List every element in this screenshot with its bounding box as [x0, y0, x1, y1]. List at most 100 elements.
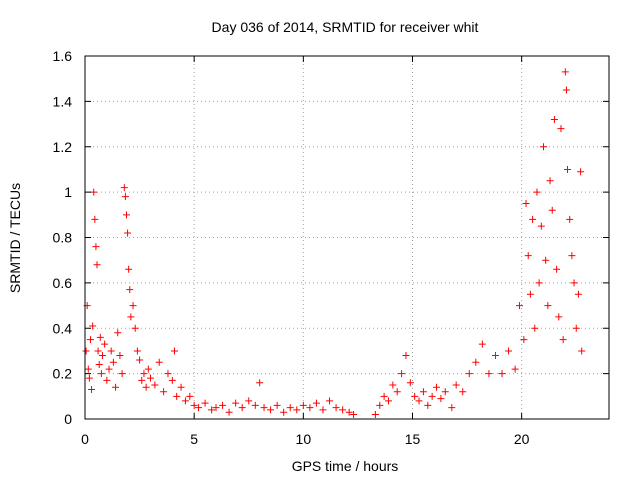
- data-point: [256, 379, 264, 387]
- data-point: [122, 211, 130, 219]
- y-tick-label: 0: [64, 411, 72, 427]
- data-point: [505, 347, 513, 355]
- data-point: [168, 376, 176, 384]
- data-point: [101, 340, 109, 348]
- data-point: [260, 404, 268, 412]
- data-point: [546, 177, 554, 185]
- data-point: [524, 252, 532, 260]
- data-point: [332, 404, 340, 412]
- data-point: [273, 401, 281, 409]
- data-point: [419, 388, 427, 396]
- data-point: [95, 361, 103, 369]
- data-point: [406, 379, 414, 387]
- data-point: [531, 324, 539, 332]
- data-point: [136, 356, 144, 364]
- data-point: [572, 324, 580, 332]
- data-point: [402, 351, 410, 359]
- data-point: [120, 184, 128, 192]
- data-point: [177, 383, 185, 391]
- data-point: [219, 401, 227, 409]
- data-point: [498, 370, 506, 378]
- data-point: [465, 370, 473, 378]
- y-tick-labels: 0 0.2 0.4 0.6 0.8 1 1.2 1.4 1.6: [53, 48, 73, 427]
- y-tick-label: 0.6: [53, 275, 73, 291]
- y-tick-label: 1.2: [53, 139, 73, 155]
- data-point: [570, 279, 578, 287]
- data-point: [109, 358, 117, 366]
- data-point: [557, 125, 565, 133]
- data-point: [520, 336, 528, 344]
- data-point: [522, 199, 530, 207]
- data-point: [267, 406, 275, 414]
- data-point: [550, 116, 558, 124]
- data-point: [225, 408, 233, 416]
- data-point: [428, 392, 436, 400]
- data-point: [526, 290, 534, 298]
- data-point: [448, 404, 456, 412]
- data-point: [452, 381, 460, 389]
- data-point: [107, 347, 115, 355]
- data-point: [84, 365, 92, 373]
- data-point: [339, 406, 347, 414]
- y-tick-label: 1.6: [53, 48, 73, 64]
- grid-lines: [85, 56, 609, 419]
- data-point: [384, 397, 392, 405]
- data-point: [151, 381, 159, 389]
- y-axis-label: SRMTID / TECUs: [7, 183, 23, 293]
- data-point: [326, 397, 334, 405]
- data-point: [116, 351, 124, 359]
- data-point: [371, 410, 379, 418]
- data-point: [548, 206, 556, 214]
- data-point: [561, 68, 569, 76]
- x-axis-label: GPS time / hours: [292, 458, 399, 474]
- data-point: [540, 143, 547, 151]
- data-point: [398, 370, 406, 378]
- data-point: [181, 397, 189, 405]
- data-point: [515, 302, 523, 310]
- chart-title: Day 036 of 2014, SRMTID for receiver whi…: [212, 19, 479, 35]
- x-tick-label: 5: [190, 431, 198, 447]
- data-point: [437, 395, 445, 403]
- data-point: [232, 399, 240, 407]
- data-point: [542, 256, 550, 264]
- y-tick-label: 0.4: [53, 320, 73, 336]
- data-point: [345, 408, 353, 416]
- data-point: [511, 365, 519, 373]
- data-point: [578, 347, 586, 355]
- data-point: [280, 408, 288, 416]
- data-point: [238, 404, 246, 412]
- data-point: [195, 404, 203, 412]
- data-point: [89, 322, 97, 330]
- data-point: [319, 406, 327, 414]
- data-point: [96, 333, 104, 341]
- data-point: [186, 392, 194, 400]
- data-point: [173, 392, 181, 400]
- data-point: [533, 188, 541, 196]
- data-point: [201, 399, 209, 407]
- data-point: [94, 347, 102, 355]
- data-point: [544, 302, 552, 310]
- data-point: [393, 388, 401, 396]
- data-point: [535, 279, 543, 287]
- y-tick-label: 0.8: [53, 230, 73, 246]
- data-point: [472, 358, 480, 366]
- x-tick-label: 15: [405, 431, 421, 447]
- data-point: [245, 397, 253, 405]
- data-point: [171, 347, 179, 355]
- axis-ticks: [84, 55, 609, 420]
- data-point: [155, 358, 163, 366]
- data-point: [138, 376, 146, 384]
- data-point: [140, 370, 148, 378]
- data-point: [485, 370, 493, 378]
- data-point: [424, 401, 432, 409]
- data-point: [350, 410, 358, 418]
- data-point: [92, 243, 100, 251]
- data-point: [433, 383, 441, 391]
- data-point: [529, 215, 537, 223]
- data-point: [86, 336, 94, 344]
- x-tick-labels: 0 5 10 15 20: [81, 431, 530, 447]
- data-point: [112, 383, 120, 391]
- data-point: [82, 347, 90, 355]
- data-point: [389, 381, 397, 389]
